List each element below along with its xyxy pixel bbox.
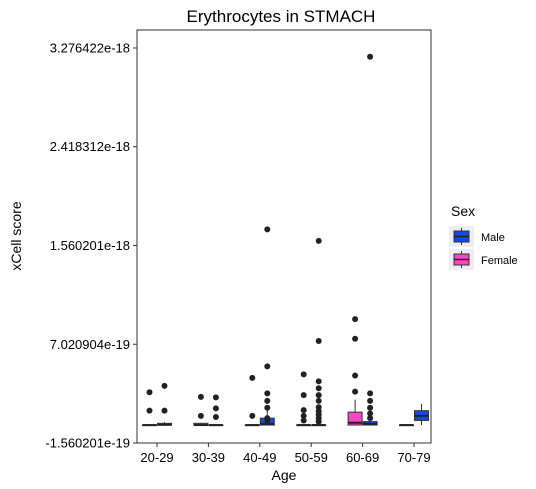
outlier-point — [367, 415, 374, 422]
boxplot-30-39-female — [193, 393, 209, 427]
x-axis: 20-29 30-39 40-49 50-59 60-69 70-79 — [140, 443, 431, 465]
outlier-point — [315, 378, 322, 385]
outlier-point — [264, 404, 271, 411]
legend-label: Male — [481, 232, 505, 244]
x-tick-label: 40-49 — [243, 450, 276, 465]
boxplot-60-69-male — [362, 53, 378, 426]
boxplot-70-79-male — [414, 403, 429, 426]
outlier-point — [352, 316, 359, 323]
y-axis-label: xCell score — [8, 201, 24, 270]
outlier-point — [367, 53, 374, 60]
y-tick-label: 7.020904e-19 — [50, 337, 130, 352]
chart-title: Erythrocytes in STMACH — [187, 7, 376, 26]
outlier-point — [161, 407, 168, 414]
outlier-point — [146, 389, 153, 396]
outlier-point — [212, 394, 219, 401]
boxplot-layer — [142, 53, 429, 427]
y-tick-label: 2.418312e-18 — [50, 139, 130, 154]
outlier-point — [264, 415, 271, 422]
boxplot-20-29-male — [157, 382, 172, 426]
outlier-point — [212, 405, 219, 412]
outlier-point — [315, 397, 322, 404]
outlier-point — [315, 338, 322, 345]
y-tick-label: -1.560201e-19 — [45, 436, 130, 451]
outlier-point — [367, 410, 374, 417]
outlier-point — [352, 388, 359, 395]
outlier-point — [315, 392, 322, 399]
legend-title: Sex — [451, 203, 475, 219]
legend-item-female: Female — [449, 249, 518, 270]
boxplot-50-59-male — [311, 237, 327, 427]
boxplot-30-39-male — [208, 394, 224, 427]
boxplot-20-29-female — [142, 389, 157, 427]
outlier-point — [352, 335, 359, 342]
legend-item-male: Male — [449, 226, 505, 247]
legend-label: Female — [481, 255, 518, 267]
legend: Sex Male Female — [449, 203, 518, 270]
outlier-point — [367, 390, 374, 397]
outlier-point — [315, 404, 322, 411]
outlier-point — [197, 412, 204, 419]
plot-panel — [136, 29, 432, 444]
boxplot-60-69-female — [347, 316, 363, 426]
outlier-point — [300, 407, 307, 414]
outlier-point — [264, 397, 271, 404]
outlier-point — [300, 417, 307, 424]
outlier-point — [146, 407, 153, 414]
outlier-point — [315, 237, 322, 244]
boxplot-70-79-female — [399, 424, 414, 427]
x-axis-label: Age — [272, 467, 297, 483]
outlier-point — [161, 382, 168, 389]
outlier-point — [197, 393, 204, 400]
outlier-point — [264, 226, 271, 233]
x-tick-label: 30-39 — [192, 450, 225, 465]
x-tick-label: 60-69 — [346, 450, 379, 465]
outlier-point — [300, 371, 307, 378]
outlier-point — [264, 363, 271, 370]
y-tick-label: 3.276422e-18 — [50, 41, 130, 56]
boxplot-40-49-female — [244, 374, 260, 427]
outlier-point — [264, 390, 271, 397]
x-tick-label: 70-79 — [397, 450, 430, 465]
outlier-point — [367, 404, 374, 411]
boxplot-50-59-female — [296, 371, 312, 427]
boxplot-40-49-male — [259, 226, 275, 426]
outlier-point — [249, 374, 256, 381]
outlier-point — [352, 372, 359, 379]
x-tick-label: 20-29 — [140, 450, 173, 465]
outlier-point — [212, 413, 219, 420]
x-tick-label: 50-59 — [295, 450, 328, 465]
outlier-point — [249, 412, 256, 419]
outlier-point — [300, 392, 307, 399]
y-axis: -1.560201e-19 7.020904e-19 1.560201e-18 2.4… — [45, 41, 137, 451]
outlier-point — [315, 385, 322, 392]
outlier-point — [300, 412, 307, 419]
outlier-point — [367, 397, 374, 404]
y-tick-label: 1.560201e-18 — [50, 238, 130, 253]
